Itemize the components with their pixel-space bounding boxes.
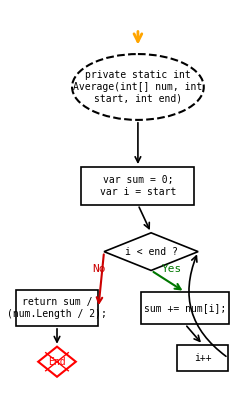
Text: return sum /
(num.Length / 2);: return sum / (num.Length / 2); (7, 297, 107, 319)
Bar (82, 167, 194, 205)
Text: var sum = 0;
var i = start: var sum = 0; var i = start (100, 175, 176, 196)
Text: No: No (93, 264, 106, 274)
Text: End: End (48, 357, 66, 367)
Text: sum += num[i];: sum += num[i]; (144, 303, 226, 313)
Text: i < end ?: i < end ? (125, 247, 178, 257)
Bar (141, 292, 229, 324)
Bar (16, 290, 98, 326)
Text: Yes: Yes (162, 264, 182, 274)
Text: private static int
Average(int[] num, int
start, int end): private static int Average(int[] num, in… (73, 70, 203, 104)
Text: i++: i++ (194, 353, 212, 363)
Bar (177, 345, 228, 371)
